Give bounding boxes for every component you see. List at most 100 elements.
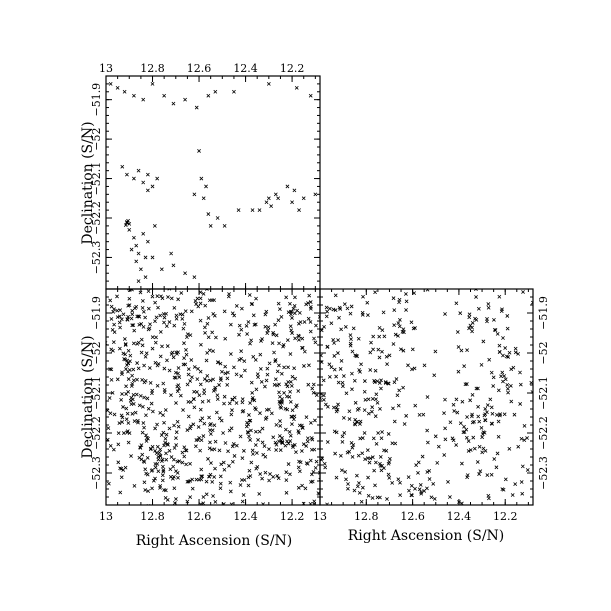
scatter-point [325,309,330,314]
scatter-point [156,454,161,459]
scatter-point [466,449,471,453]
y-tick-label: −52.1 [90,162,103,196]
scatter-point [171,355,176,360]
scatter-point [125,317,130,322]
scatter-point [370,455,375,460]
scatter-point [322,461,327,466]
scatter-point [172,423,176,428]
scatter-point [227,401,232,406]
scatter-point [176,371,180,376]
scatter-point [392,308,397,312]
scatter-point [357,481,361,485]
scatter-point [492,457,497,461]
scatter-point [497,350,502,354]
scatter-point [254,387,259,392]
scatter-point [150,391,154,396]
scatter-point [161,469,166,474]
scatter-point [259,379,264,384]
scatter-point [126,369,130,374]
x-tick-label: 13 [313,510,327,523]
scatter-point [106,426,111,430]
scatter-point [215,360,220,365]
scatter-point [146,406,151,411]
scatter-point [477,444,482,449]
scatter-point [376,431,381,435]
scatter-point [454,443,459,447]
scatter-point [131,341,136,346]
scatter-point [301,501,306,505]
scatter-point [505,382,510,387]
scatter-point [458,311,463,316]
scatter-point [130,411,135,416]
scatter-point [128,353,133,358]
scatter-point [284,295,289,300]
scatter-point [321,493,324,496]
scatter-point [291,306,296,311]
scatter-point [111,309,116,314]
scatter-point [331,338,336,342]
scatter-point [333,308,338,313]
scatter-point [206,335,211,340]
scatter-point [443,437,448,442]
scatter-point [396,334,400,338]
scatter-point [156,469,161,474]
scatter-point [176,424,181,429]
scatter-point [226,449,230,454]
scatter-point [208,224,213,228]
x-tick-label: 12.6 [187,62,212,75]
scatter-point [300,483,304,488]
scatter-point [254,429,258,434]
scatter-point [402,330,406,335]
scatter-point [211,349,215,353]
scatter-point [305,439,310,444]
scatter-point [167,289,172,291]
scatter-point [387,353,392,358]
scatter-point [416,460,421,465]
scatter-point [129,289,134,291]
scatter-point [404,299,409,304]
scatter-point [144,433,148,438]
scatter-point [290,331,294,335]
scatter-point [433,434,438,439]
scatter-point [242,359,247,364]
scatter-point [160,459,164,464]
scatter-point [336,380,341,385]
scatter-point [322,324,326,329]
scatter-point [312,447,317,452]
scatter-point [336,338,340,342]
scatter-point [285,338,290,342]
scatter-point [460,399,465,404]
scatter-point [501,336,505,340]
scatter-point [234,443,239,448]
scatter-point [468,448,473,452]
scatter-point [124,417,129,422]
scatter-point [109,377,114,382]
scatter-point [260,440,265,445]
scatter-point [116,460,121,465]
scatter-point [115,294,119,299]
y-tick-label: −52.2 [90,416,103,450]
scatter-point [483,448,488,453]
scatter-point [389,282,392,285]
scatter-point [198,369,203,374]
scatter-point [137,322,142,327]
scatter-point [275,383,280,388]
scatter-point [461,430,466,435]
scatter-point [346,486,350,491]
scatter-point [132,419,137,424]
scatter-point [232,89,236,94]
scatter-point [215,397,220,402]
scatter-point [264,200,269,205]
scatter-point [110,390,115,395]
scatter-point [497,294,502,299]
scatter-point [130,373,135,378]
scatter-point [123,352,128,357]
scatter-point [164,311,168,316]
scatter-point [312,336,316,341]
scatter-point [359,499,364,504]
scatter-point [300,426,305,430]
scatter-point [226,370,230,375]
scatter-point [362,431,367,435]
scatter-point [212,511,215,514]
scatter-point [363,397,368,402]
